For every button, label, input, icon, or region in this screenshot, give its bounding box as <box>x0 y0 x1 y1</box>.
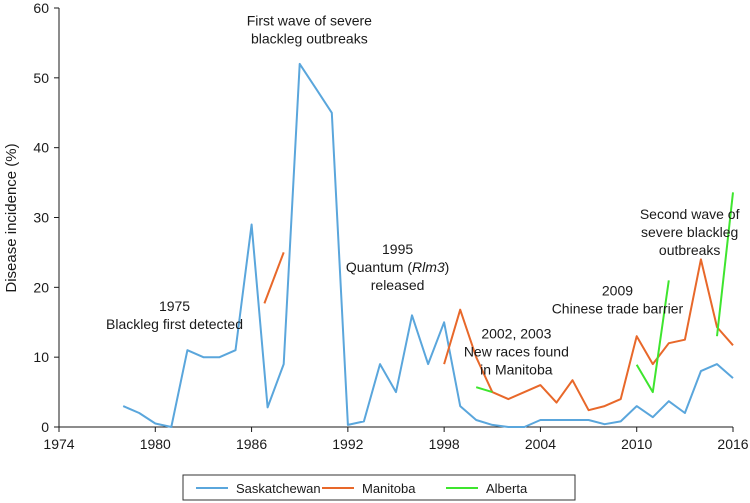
y-tick-label: 30 <box>33 210 49 226</box>
annotation-line: Chinese trade barrier <box>552 301 684 317</box>
annotation-text: ) <box>445 259 450 275</box>
annotation-line: severe blackleg <box>641 224 738 240</box>
legend-label-alberta: Alberta <box>486 481 528 496</box>
annotation-line: in Manitoba <box>480 361 553 377</box>
series-line-saskatchewan <box>122 62 734 428</box>
annotation: First wave of severe blackleg outbreaks <box>247 12 372 46</box>
annotation-line: Blackleg first detected <box>106 316 243 332</box>
annotations: First wave of severe blackleg outbreaks 19… <box>106 12 740 377</box>
y-tick-label: 40 <box>33 140 49 156</box>
annotation-line: 2009 <box>602 283 633 299</box>
annotation-line: 1995 <box>382 241 413 257</box>
annotation-line: Second wave of <box>640 206 740 222</box>
series-line-alberta <box>635 280 670 394</box>
series-line-alberta <box>716 192 734 337</box>
annotation-line: blackleg outbreaks <box>251 30 368 46</box>
annotation: Second wave of severe blackleg outbreaks <box>640 206 740 258</box>
x-tick-label: 1980 <box>140 436 171 452</box>
annotation-line: Quantum (Rlm3) <box>346 259 449 275</box>
y-tick-label: 0 <box>41 419 49 435</box>
annotation: 2009 Chinese trade barrier <box>552 283 684 317</box>
annotation: 2002, 2003 New races found in Manitoba <box>464 325 569 377</box>
legend: Saskatchewan Manitoba Alberta <box>182 474 576 501</box>
x-tick-label: 2010 <box>621 436 652 452</box>
annotation-line: outbreaks <box>659 242 720 258</box>
axes <box>58 8 733 428</box>
x-tick-label: 1998 <box>429 436 460 452</box>
annotation-line: New races found <box>464 343 569 359</box>
y-axis-ticks: 0 10 20 30 40 50 60 <box>33 0 59 435</box>
x-tick-label: 1974 <box>43 436 74 452</box>
x-tick-label: 2004 <box>525 436 556 452</box>
y-tick-label: 10 <box>33 349 49 365</box>
x-tick-label: 1992 <box>332 436 363 452</box>
x-tick-label: 1986 <box>236 436 267 452</box>
legend-box <box>182 474 576 501</box>
annotation: 1975 Blackleg first detected <box>106 298 243 332</box>
annotation: 1995 Quantum (Rlm3) released <box>346 241 449 293</box>
annotation-line: 1975 <box>159 298 190 314</box>
series-lines <box>122 62 734 428</box>
y-tick-label: 20 <box>33 279 49 295</box>
annotation-text: Quantum ( <box>346 259 412 275</box>
y-axis-label: Disease incidence (%) <box>3 143 20 292</box>
legend-label-manitoba: Manitoba <box>362 481 416 496</box>
y-tick-label: 60 <box>33 0 49 16</box>
annotation-line: First wave of severe <box>247 12 372 28</box>
series-line-manitoba <box>263 252 285 304</box>
annotation-italic-text: Rlm3 <box>412 259 445 275</box>
annotation-line: released <box>371 277 425 293</box>
annotation-line: 2002, 2003 <box>481 325 551 341</box>
x-tick-label: 2016 <box>717 436 748 452</box>
legend-label-saskatchewan: Saskatchewan <box>236 481 321 496</box>
series-line-alberta <box>475 386 493 394</box>
x-axis-ticks: 1974 1980 1986 1992 1998 2004 2010 2016 <box>43 427 749 452</box>
y-tick-label: 50 <box>33 70 49 86</box>
